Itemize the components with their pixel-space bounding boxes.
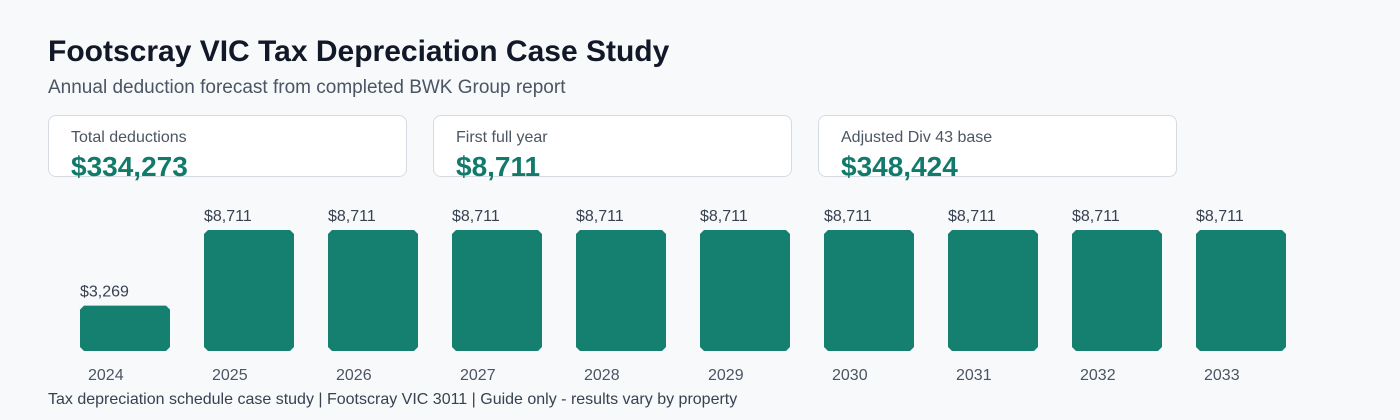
bar-2030 — [824, 230, 914, 351]
stat-label: First full year — [456, 129, 548, 146]
stat-label: Total deductions — [71, 129, 187, 146]
stat-card-adjusted-div-43-base: Adjusted Div 43 base $348,424 — [818, 115, 1177, 182]
data-label: $8,711 — [204, 208, 252, 225]
data-label: $8,711 — [328, 208, 376, 225]
x-tick-label: 2032 — [1080, 367, 1116, 384]
data-label: $8,711 — [576, 208, 624, 225]
x-tick-label: 2033 — [1204, 367, 1240, 384]
data-label: $8,711 — [1196, 208, 1244, 225]
x-tick-label: 2031 — [956, 367, 992, 384]
bar-2027 — [452, 230, 542, 351]
stat-value: $348,424 — [841, 151, 958, 182]
data-label: $8,711 — [824, 208, 872, 225]
bar-2032 — [1072, 230, 1162, 351]
x-tick-label: 2028 — [584, 367, 620, 384]
x-tick-label: 2027 — [460, 367, 496, 384]
bar-2024 — [80, 305, 170, 351]
x-tick-label: 2025 — [212, 367, 248, 384]
stat-label: Adjusted Div 43 base — [841, 129, 993, 146]
stat-value: $334,273 — [71, 151, 188, 182]
x-tick-label: 2026 — [336, 367, 372, 384]
page-title: Footscray VIC Tax Depreciation Case Stud… — [48, 35, 670, 68]
stat-value: $8,711 — [456, 151, 541, 182]
data-label: $8,711 — [948, 208, 996, 225]
bar-chart: $3,269 2024 $8,711 2025 $8,711 2026 $8,711 2027… — [80, 208, 1286, 384]
bar-2033 — [1196, 230, 1286, 351]
data-label: $8,711 — [700, 208, 748, 225]
bar-2026 — [328, 230, 418, 351]
bar-2025 — [204, 230, 294, 351]
data-label: $8,711 — [1072, 208, 1120, 225]
bar-2031 — [948, 230, 1038, 351]
stat-card-total-deductions: Total deductions $334,273 — [48, 115, 407, 182]
x-tick-label: 2030 — [832, 367, 868, 384]
page-subtitle: Annual deduction forecast from completed… — [48, 77, 566, 98]
data-label: $3,269 — [80, 284, 129, 301]
footer-note: Tax depreciation schedule case study | F… — [48, 391, 738, 408]
data-label: $8,711 — [452, 208, 500, 225]
x-tick-label: 2029 — [708, 367, 744, 384]
bar-2028 — [576, 230, 666, 351]
stat-card-first-full-year: First full year $8,711 — [433, 115, 792, 182]
bar-2029 — [700, 230, 790, 351]
x-tick-label: 2024 — [88, 367, 124, 384]
